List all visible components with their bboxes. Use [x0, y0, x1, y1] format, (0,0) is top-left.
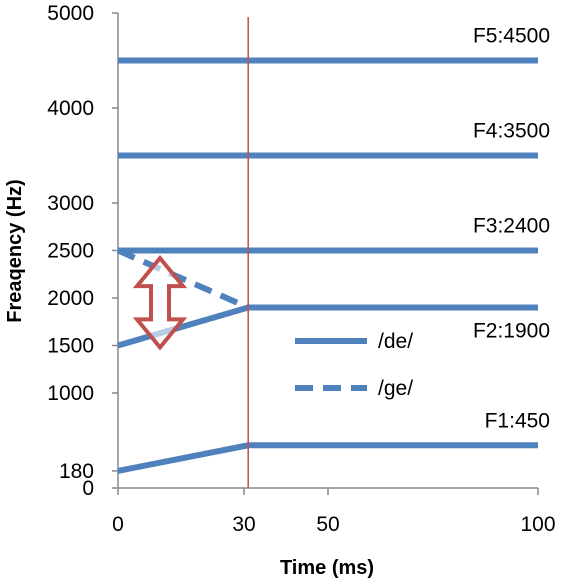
y-axis-title: Freaqency (Hz) — [4, 179, 26, 322]
x-axis-title: Time (ms) — [280, 557, 374, 579]
x-tick-label: 30 — [232, 513, 255, 536]
formant-label: F5:4500 — [473, 25, 550, 48]
y-tick-label: 5000 — [47, 2, 94, 25]
y-tick-label: 2500 — [47, 240, 94, 263]
y-tick-label: 1500 — [47, 335, 94, 358]
axes — [112, 12, 539, 495]
y-tick-label: 180 — [59, 460, 94, 483]
y-tick-label: 4000 — [47, 97, 94, 120]
legend-label: /de/ — [378, 330, 413, 353]
formant-annotations: F5:4500 F4:3500 F3:2400 F2:1900 F1:450 — [473, 25, 550, 433]
formant-label: F1:450 — [485, 409, 550, 432]
legend-label: /ge/ — [378, 377, 413, 400]
y-tick-label: 2000 — [47, 287, 94, 310]
series-line — [116, 247, 250, 311]
legend: /de/ /ge/ — [295, 330, 413, 400]
x-tick-label: 100 — [520, 513, 555, 536]
formant-label: F3:2400 — [473, 215, 550, 238]
formant-label: F4:3500 — [473, 120, 550, 143]
formant-label: F2:1900 — [473, 320, 550, 343]
up-down-arrow — [132, 254, 188, 351]
formant-line — [117, 442, 538, 474]
double-arrow — [132, 254, 188, 351]
y-tick-label: 3000 — [47, 192, 94, 215]
x-tick-labels: 0 30 50 100 — [112, 513, 555, 536]
y-tick-label: 1000 — [47, 382, 94, 405]
x-tick-label: 50 — [316, 513, 339, 536]
x-tick-label: 0 — [112, 513, 124, 536]
y-tick-label: 0 — [82, 477, 94, 500]
